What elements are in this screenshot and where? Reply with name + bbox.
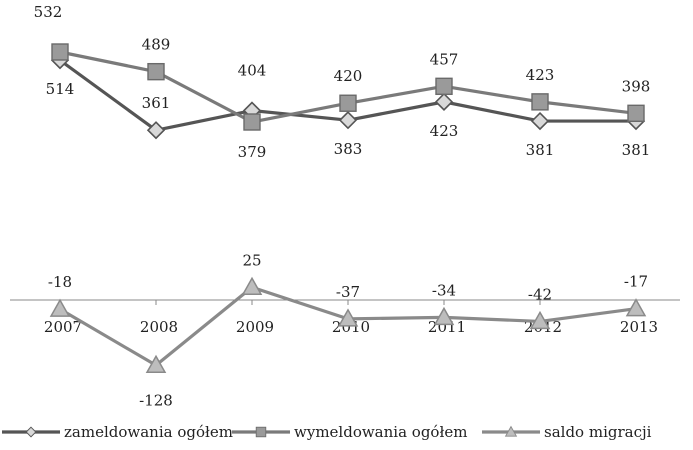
data-point-triangle: [625, 298, 647, 317]
data-label: 532: [34, 3, 63, 21]
data-label: -42: [528, 285, 552, 303]
data-point-diamond: [530, 111, 550, 131]
data-label: 423: [526, 66, 555, 84]
x-tick-label: 2013: [620, 318, 658, 336]
data-label: -18: [48, 273, 72, 291]
data-point-square: [339, 94, 357, 112]
data-point-diamond: [25, 426, 37, 438]
data-label: 404: [238, 62, 267, 80]
data-label: 489: [142, 36, 171, 54]
data-point-triangle: [49, 298, 71, 317]
data-label: 383: [334, 140, 363, 158]
x-tick-label: 2009: [236, 318, 274, 336]
data-label: 457: [430, 50, 459, 68]
data-point-diamond: [434, 92, 454, 112]
data-point-square: [531, 93, 549, 111]
data-label: 423: [430, 122, 459, 140]
legend-label: zameldowania ogółem: [64, 423, 233, 441]
data-point-triangle: [433, 306, 455, 326]
data-label: 361: [142, 94, 171, 112]
data-label: -128: [139, 391, 173, 409]
data-label: 420: [334, 67, 363, 85]
legend-label: wymeldowania ogółem: [294, 423, 467, 441]
data-point-square: [51, 43, 69, 61]
x-axis: 2007200820092010201120122013: [10, 299, 680, 336]
data-label: -17: [624, 273, 648, 291]
legend-label: saldo migracji: [544, 423, 652, 441]
x-tick-label: 2007: [44, 318, 82, 336]
data-point-square: [147, 62, 165, 81]
data-label: 379: [238, 143, 267, 161]
data-label: 381: [622, 141, 651, 159]
series-layer: [49, 43, 647, 374]
x-tick-label: 2008: [140, 318, 178, 336]
data-label: -37: [336, 283, 360, 301]
data-point-square: [255, 426, 267, 438]
data-label: 25: [242, 251, 261, 269]
data-point-square: [435, 77, 453, 96]
data-point-square: [627, 104, 645, 123]
data-point-triangle: [241, 276, 263, 295]
data-point-triangle: [529, 310, 551, 330]
data-label: 514: [46, 80, 75, 98]
data-point-triangle: [145, 354, 167, 374]
data-point-diamond: [146, 121, 166, 140]
data-labels: 514 361 404 383 423 381 381 532 489 379 420 457 423 3…: [34, 3, 651, 409]
data-point-triangle: [504, 425, 518, 437]
data-label: 381: [526, 141, 555, 159]
data-label: -34: [432, 281, 456, 299]
data-point-triangle: [337, 308, 359, 327]
data-point-square: [243, 113, 261, 131]
data-point-diamond: [338, 111, 358, 130]
legend: zameldowania ogółem wymeldowania ogółem sa…: [2, 423, 652, 441]
data-label: 398: [622, 77, 651, 95]
